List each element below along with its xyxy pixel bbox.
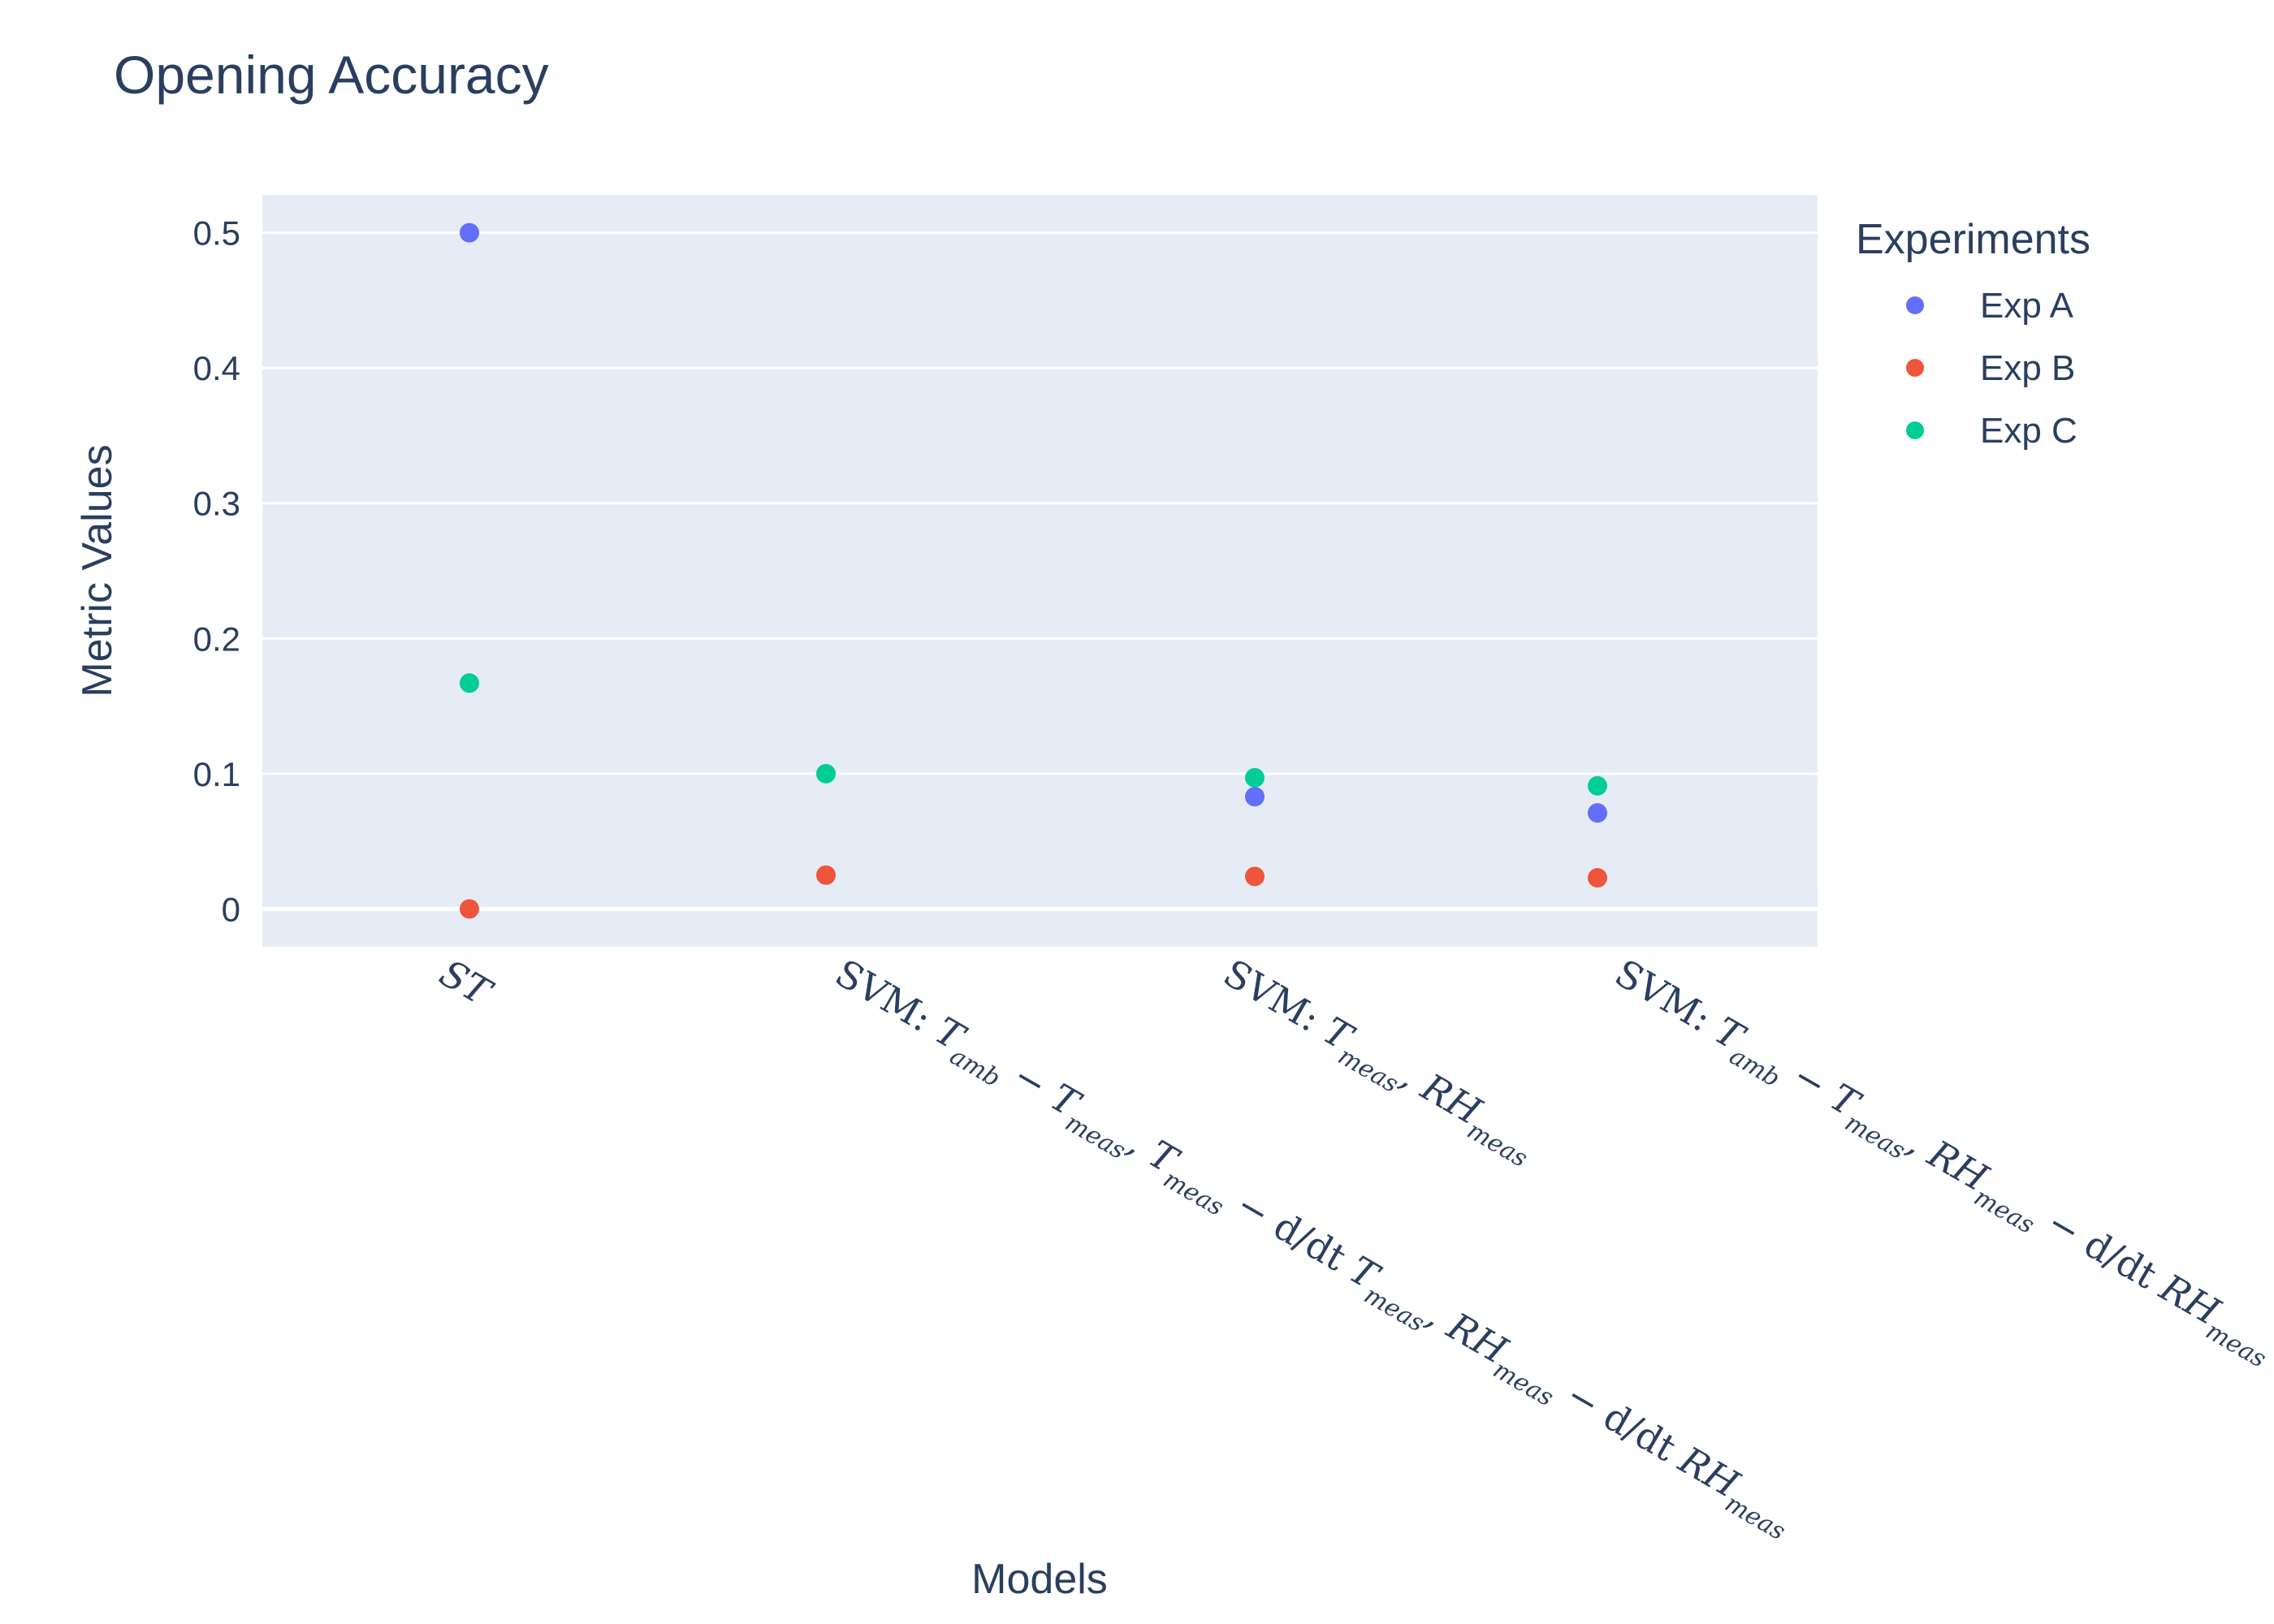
x-tick-label-st: ST xyxy=(433,951,501,1016)
data-point-exp-b[interactable] xyxy=(816,865,836,885)
legend-label: Exp B xyxy=(1980,348,2075,388)
y-tick-label: 0 xyxy=(222,890,240,928)
y-tick-labels: 0 0.1 0.2 0.3 0.4 0.5 xyxy=(193,214,240,929)
data-point-exp-b[interactable] xyxy=(1588,868,1607,888)
data-points xyxy=(460,222,1607,919)
legend-label: Exp C xyxy=(1980,411,2077,451)
legend-item-exp-b[interactable]: Exp B xyxy=(1906,348,2075,388)
x-tick-label-svm-tamb-rh: SVM: Tamb − Tmeas, RHmeas − d/dt RHmeas xyxy=(1603,951,2274,1374)
y-tick-label: 0.4 xyxy=(193,349,240,387)
chart-title: Opening Accuracy xyxy=(114,45,549,105)
y-tick-label: 0.5 xyxy=(193,214,240,253)
data-point-exp-a[interactable] xyxy=(1245,787,1265,807)
data-point-exp-c[interactable] xyxy=(816,763,836,784)
data-point-exp-b[interactable] xyxy=(1245,866,1265,887)
x-axis-title: Models xyxy=(971,1556,1108,1603)
data-point-exp-b[interactable] xyxy=(460,899,479,919)
data-point-exp-c[interactable] xyxy=(1588,775,1607,796)
legend-marker xyxy=(1906,359,1924,377)
plot-area xyxy=(262,195,1818,947)
legend-marker xyxy=(1906,421,1924,439)
legend-label: Exp A xyxy=(1980,286,2074,326)
data-point-exp-a[interactable] xyxy=(1588,803,1607,823)
legend-marker xyxy=(1906,296,1924,314)
x-tick-label-svm-tmeas-rhmeas: SVM: Tmeas, RHmeas xyxy=(1212,951,1545,1173)
y-tick-label: 0.3 xyxy=(193,485,240,523)
data-point-exp-c[interactable] xyxy=(1245,767,1265,788)
y-axis-title: Metric Values xyxy=(74,444,121,697)
data-point-exp-c[interactable] xyxy=(460,673,479,693)
y-tick-label: 0.2 xyxy=(193,620,240,658)
x-tick-labels: ST SVM: Tamb − Tmeas, Tmeas − d/dt Tmeas… xyxy=(433,951,2274,1546)
legend-title: Experiments xyxy=(1856,216,2090,263)
data-point-exp-a[interactable] xyxy=(460,222,479,243)
legend-item-exp-c[interactable]: Exp C xyxy=(1906,411,2077,451)
gridlines xyxy=(262,231,1818,911)
y-tick-label: 0.1 xyxy=(193,755,240,793)
legend: Experiments Exp A Exp B Exp C xyxy=(1856,216,2090,451)
legend-item-exp-a[interactable]: Exp A xyxy=(1906,286,2074,326)
